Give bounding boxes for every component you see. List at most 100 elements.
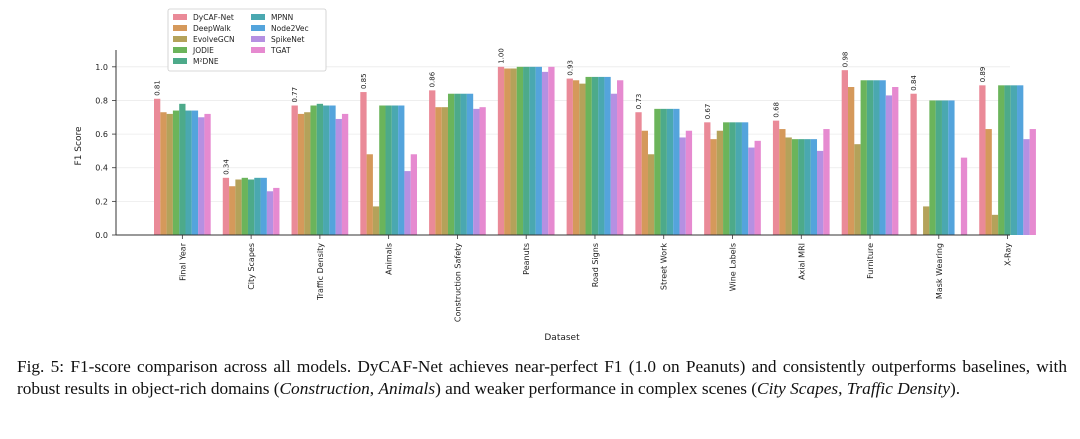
bar	[754, 140, 761, 235]
bar	[229, 186, 236, 235]
bar	[785, 137, 792, 235]
x-tick-label: Traffic Density	[316, 243, 325, 301]
bar	[710, 139, 717, 235]
caption-text: ) and weaker performance in complex scen…	[435, 379, 758, 398]
bar	[154, 98, 161, 236]
value-label: 0.93	[566, 60, 574, 76]
bar	[991, 214, 999, 235]
bar	[723, 122, 730, 235]
caption-italic-traffic-density: Traffic Density	[846, 379, 951, 398]
bar	[729, 122, 736, 235]
bar	[579, 83, 586, 235]
value-label: 0.67	[704, 104, 712, 120]
bar	[410, 154, 418, 235]
x-tick-label: City Scapes	[247, 243, 256, 290]
bar	[823, 129, 830, 235]
x-tick-label: Street Work	[660, 243, 669, 290]
bar	[360, 92, 367, 235]
bar	[948, 100, 955, 235]
bar	[291, 105, 298, 235]
legend-swatch	[251, 14, 265, 20]
bar	[735, 122, 742, 235]
legend-swatch	[173, 14, 187, 20]
bar	[247, 179, 255, 235]
bar	[1004, 85, 1011, 235]
value-label: 0.98	[841, 52, 849, 68]
bar	[641, 130, 648, 235]
bar	[466, 93, 474, 235]
legend-label: TGAT	[270, 46, 291, 55]
bar	[304, 112, 311, 235]
y-axis-label: F1 Score	[74, 126, 84, 165]
bar	[660, 108, 667, 235]
caption-italic-city-scapes: City Scapes	[757, 379, 839, 398]
x-tick-label: Furniture	[866, 243, 875, 279]
bar	[860, 80, 867, 236]
value-label: 1.00	[498, 48, 506, 64]
legend-label: MPNN	[271, 13, 293, 22]
legend-swatch	[173, 47, 187, 53]
bar	[204, 113, 211, 235]
value-label: 0.85	[360, 73, 368, 89]
value-label: 0.73	[635, 94, 643, 110]
bar	[529, 66, 536, 235]
bar	[454, 93, 461, 235]
bar	[516, 66, 524, 235]
legend-swatch	[173, 25, 187, 31]
bar	[598, 76, 605, 235]
bar	[310, 105, 317, 235]
value-label: 0.81	[154, 80, 162, 96]
bar	[647, 154, 655, 235]
legend-box	[167, 8, 327, 72]
bar	[892, 87, 899, 235]
bar	[372, 206, 380, 235]
legend-label: DeepWalk	[193, 24, 231, 33]
bar	[604, 76, 611, 235]
caption-text: F1-score comparison across all models. D…	[17, 357, 1068, 398]
bar	[960, 157, 968, 235]
bar	[510, 68, 517, 235]
bar	[335, 118, 342, 235]
value-label: 0.77	[291, 87, 299, 103]
legend-swatch	[173, 36, 187, 42]
f1-score-bar-chart: 0.81 0.34 0.77 0.85 0.86 1.00 0.93 0.73 0.67 0.68…	[74, 8, 1036, 343]
bar	[610, 93, 618, 235]
value-label: 0.86	[429, 71, 437, 87]
bar	[941, 100, 949, 235]
bar	[673, 108, 680, 235]
bar	[1010, 85, 1018, 235]
bar	[879, 80, 886, 236]
bar	[254, 177, 261, 235]
y-tick-label: 0.8	[95, 96, 108, 105]
bar	[841, 70, 848, 236]
legend: DyCAF-Net DeepWalk EvolveGCN JODIE M²DNE MPNN…	[167, 8, 327, 72]
bar	[316, 103, 324, 235]
caption-label: Fig. 5:	[17, 357, 65, 376]
bar	[1017, 85, 1024, 235]
value-annotations: 0.81 0.34 0.77 0.85 0.86 1.00 0.93 0.73 0.67 0.68…	[154, 48, 987, 175]
bar	[804, 139, 811, 235]
y-tick-label: 0.2	[95, 197, 108, 206]
legend-swatch	[173, 58, 187, 64]
bar	[748, 147, 755, 235]
bar	[798, 139, 805, 235]
caption-text: ,	[838, 379, 847, 398]
bar	[441, 107, 448, 235]
chart-container: 0.81 0.34 0.77 0.85 0.86 1.00 0.93 0.73 0.67 0.68…	[74, 8, 1036, 343]
bar	[685, 130, 693, 235]
bar	[404, 171, 411, 235]
bar	[772, 120, 780, 235]
bar	[179, 103, 186, 235]
bar	[885, 95, 893, 235]
bar	[329, 105, 336, 235]
caption-italic-construction: Construction	[279, 379, 370, 398]
bar	[497, 66, 505, 235]
legend-swatch	[251, 36, 265, 42]
x-axis-label: Dataset	[544, 333, 580, 343]
bar	[366, 154, 373, 235]
bar	[572, 80, 580, 236]
bar	[541, 71, 549, 235]
legend-label: EvolveGCN	[193, 35, 235, 44]
x-tick-label: Mask Wearing	[935, 243, 944, 299]
bar	[160, 112, 167, 235]
